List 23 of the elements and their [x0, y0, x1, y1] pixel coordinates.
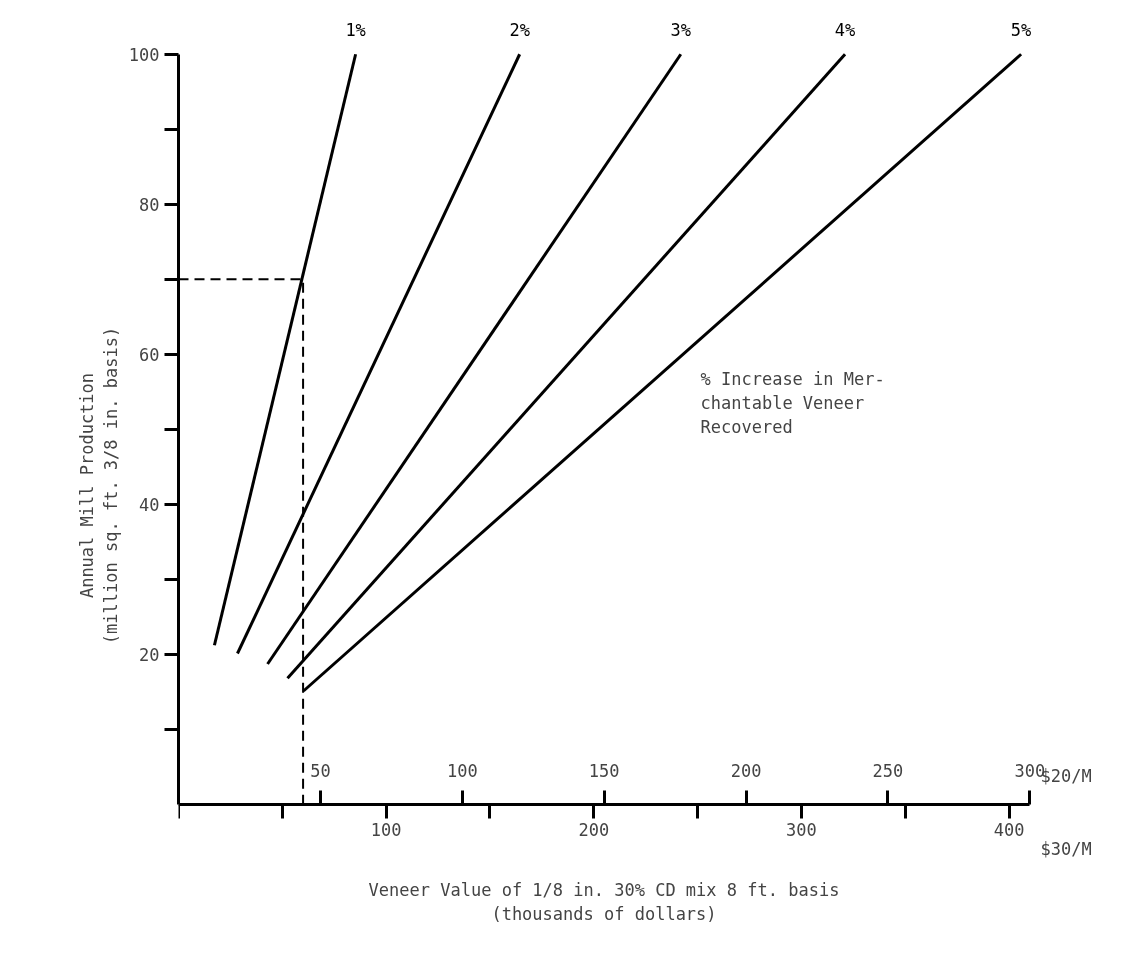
x2-tick-label: 250: [872, 761, 904, 782]
x-tick-label: 200: [578, 820, 610, 841]
annotation: % Increase in Mer- chantable Veneer Recovered: [700, 368, 885, 437]
x-tick-label: 400: [993, 820, 1025, 841]
series-label: 4%: [834, 20, 856, 41]
series-label: 3%: [670, 20, 692, 41]
y-tick-label: 40: [139, 494, 160, 515]
x-tick-label: 300: [786, 820, 817, 841]
y-tick-label: 80: [139, 194, 160, 215]
y-tick-label: 60: [139, 344, 160, 365]
series-label: 1%: [345, 20, 366, 41]
y-axis-title: Annual Mill Production (million sq. ft. 3/8 in. basis): [76, 326, 121, 645]
series-label: 5%: [1010, 20, 1032, 41]
x2-tick-label: 50: [310, 761, 331, 782]
x2-tick-label: 200: [730, 761, 762, 782]
y-tick-label: 100: [128, 44, 160, 65]
x2-tick-label: 100: [446, 761, 478, 782]
y-tick-label: 20: [139, 644, 160, 665]
text: $30/M: [1040, 838, 1092, 859]
series-label: 2%: [509, 20, 530, 41]
x2-tick-label: 150: [588, 761, 620, 782]
x-tick-label: 100: [370, 820, 402, 841]
x-axis-title: Veneer Value of 1/8 in. 30% CD mix 8 ft. basis (thousands of dollars): [368, 879, 840, 924]
